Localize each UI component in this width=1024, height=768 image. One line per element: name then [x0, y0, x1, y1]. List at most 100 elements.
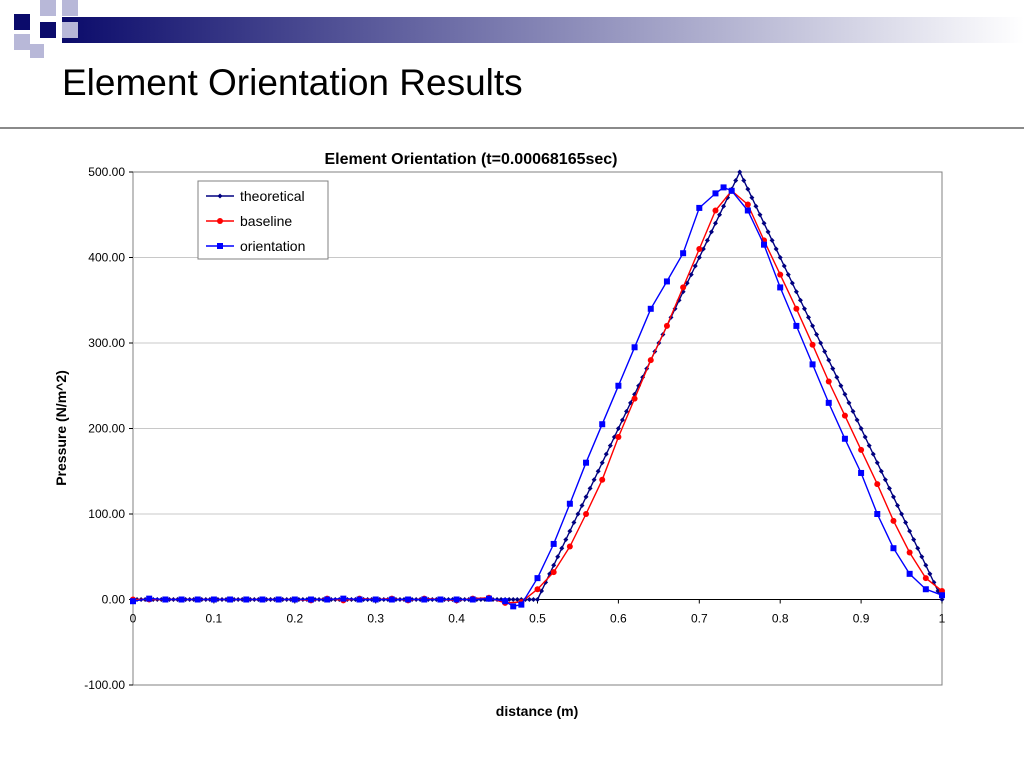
data-point	[700, 246, 706, 252]
data-point	[587, 485, 593, 491]
legend-label: orientation	[240, 238, 305, 254]
data-point	[146, 595, 153, 602]
x-tick-label: 0.9	[853, 612, 870, 626]
data-point	[599, 421, 606, 428]
data-point	[591, 477, 597, 483]
x-tick-label: 0.8	[772, 612, 789, 626]
data-point	[510, 597, 516, 602]
data-point	[502, 598, 509, 605]
data-point	[797, 297, 803, 303]
data-point	[806, 314, 812, 320]
data-point	[935, 588, 941, 594]
data-point	[830, 366, 836, 372]
data-point	[615, 434, 622, 441]
data-point	[850, 408, 856, 414]
data-point	[927, 571, 933, 577]
header-square	[62, 0, 78, 16]
data-point	[866, 443, 872, 449]
data-point	[793, 322, 800, 329]
y-tick-label: 400.00	[88, 251, 125, 265]
data-point	[688, 272, 694, 278]
data-point	[838, 383, 844, 389]
data-point	[356, 596, 363, 603]
data-point	[526, 597, 532, 602]
data-point	[680, 250, 687, 257]
data-point	[712, 207, 719, 214]
series-lines	[130, 169, 945, 610]
data-point	[922, 575, 929, 582]
data-point	[680, 284, 687, 291]
data-point	[485, 595, 492, 602]
data-point	[340, 595, 347, 602]
data-point	[567, 528, 573, 534]
data-point	[453, 596, 460, 603]
data-point	[437, 596, 444, 603]
data-point	[939, 592, 945, 599]
data-point	[862, 434, 868, 440]
data-point	[619, 417, 625, 423]
data-point	[217, 193, 223, 199]
y-tick-label: 0.00	[102, 593, 126, 607]
data-point	[858, 426, 864, 431]
y-axis-label: Pressure (N/m^2)	[53, 370, 69, 486]
data-point	[931, 579, 937, 585]
data-point	[372, 596, 379, 603]
data-point	[741, 178, 747, 184]
data-point	[721, 203, 727, 209]
data-point	[744, 201, 751, 208]
data-point	[725, 195, 731, 201]
data-point	[781, 263, 787, 269]
chart-legend: theoretical baseline orientation	[197, 180, 329, 260]
data-point	[744, 207, 751, 214]
data-point	[822, 349, 828, 355]
data-point	[647, 305, 654, 312]
data-point	[854, 417, 860, 423]
data-point	[631, 344, 638, 351]
data-point	[551, 562, 557, 568]
data-point	[243, 596, 250, 603]
header-square	[40, 22, 56, 38]
data-point	[720, 184, 727, 191]
data-point	[761, 220, 767, 226]
data-point	[923, 562, 929, 568]
data-point	[717, 212, 723, 218]
chart-title: Element Orientation (t=0.00068165sec)	[324, 151, 617, 168]
x-tick-label: 0	[130, 612, 137, 626]
data-point	[826, 357, 832, 363]
data-point	[870, 451, 876, 457]
data-point	[749, 195, 755, 201]
data-point	[227, 596, 234, 603]
data-point	[510, 603, 517, 610]
data-point	[571, 520, 577, 526]
data-point	[611, 434, 617, 440]
data-point	[745, 186, 751, 192]
legend-label: theoretical	[240, 188, 305, 204]
data-point	[708, 229, 714, 235]
data-point	[906, 570, 913, 577]
data-point	[514, 597, 520, 602]
x-tick-label: 0.2	[286, 612, 303, 626]
data-point	[603, 451, 609, 457]
data-point	[388, 596, 395, 603]
data-point	[919, 554, 925, 560]
data-point	[793, 305, 800, 312]
slide-title: Element Orientation Results	[62, 62, 523, 103]
data-point	[692, 263, 698, 269]
data-point	[469, 596, 476, 603]
data-point	[777, 284, 784, 291]
x-tick-label: 0.3	[367, 612, 384, 626]
data-point	[696, 204, 703, 211]
x-axis-label: distance (m)	[496, 703, 578, 719]
data-point	[566, 500, 573, 507]
header-square	[62, 22, 78, 38]
data-point	[647, 357, 654, 364]
data-point	[663, 278, 670, 285]
data-point	[421, 596, 428, 603]
data-point	[785, 272, 791, 278]
data-point	[550, 540, 557, 547]
data-point	[623, 408, 629, 414]
data-point	[809, 341, 816, 348]
data-point	[130, 598, 136, 605]
data-point	[534, 586, 541, 593]
data-point	[559, 545, 565, 551]
